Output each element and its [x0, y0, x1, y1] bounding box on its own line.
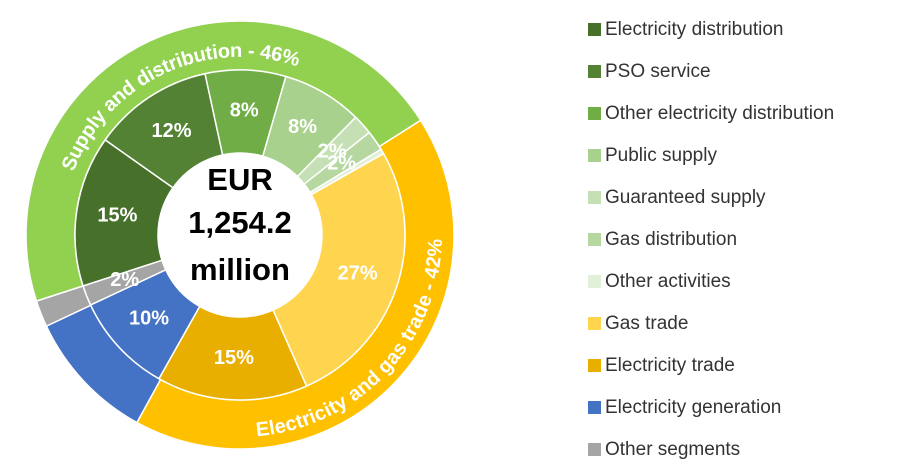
legend-swatch [588, 233, 601, 246]
legend-label: Other activities [605, 271, 731, 292]
inner-label: 2% [110, 269, 139, 291]
legend-swatch [588, 275, 601, 288]
legend-label: Public supply [605, 145, 717, 166]
legend-label: Gas trade [605, 313, 688, 334]
inner-label: 27% [338, 262, 378, 284]
inner-label: 8% [230, 99, 259, 121]
rings [25, 20, 455, 450]
legend-swatch [588, 359, 601, 372]
legend-swatch [588, 317, 601, 330]
legend-label: Gas distribution [605, 229, 737, 250]
center-label: 1,254.2 [188, 205, 291, 240]
legend-swatch [588, 191, 601, 204]
legend-label: PSO service [605, 61, 711, 82]
inner-label: 2% [327, 152, 356, 174]
inner-segment [82, 259, 167, 306]
legend-label: Guaranteed supply [605, 187, 766, 208]
legend: Electricity distribution PSO service Other… [588, 19, 834, 460]
legend-swatch [588, 149, 601, 162]
legend-swatch [588, 23, 601, 36]
legend-label: Electricity distribution [605, 19, 783, 40]
inner-label: 8% [288, 116, 317, 138]
inner-label: 15% [214, 347, 254, 369]
inner-label: 10% [129, 308, 169, 330]
legend-label: Other segments [605, 439, 740, 460]
legend-swatch [588, 65, 601, 78]
inner-label: 15% [97, 205, 137, 227]
legend-label: Other electricity distribution [605, 103, 834, 124]
inner-label: 12% [152, 120, 192, 142]
inner-label: 2% [318, 140, 347, 162]
legend-label: Electricity generation [605, 397, 781, 418]
legend-swatch [588, 107, 601, 120]
inner-segment [272, 152, 406, 388]
legend-swatch [588, 443, 601, 456]
center-label: EUR [207, 162, 272, 197]
legend-swatch [588, 401, 601, 414]
legend-label: Electricity trade [605, 355, 735, 376]
center-label: million [190, 252, 290, 287]
